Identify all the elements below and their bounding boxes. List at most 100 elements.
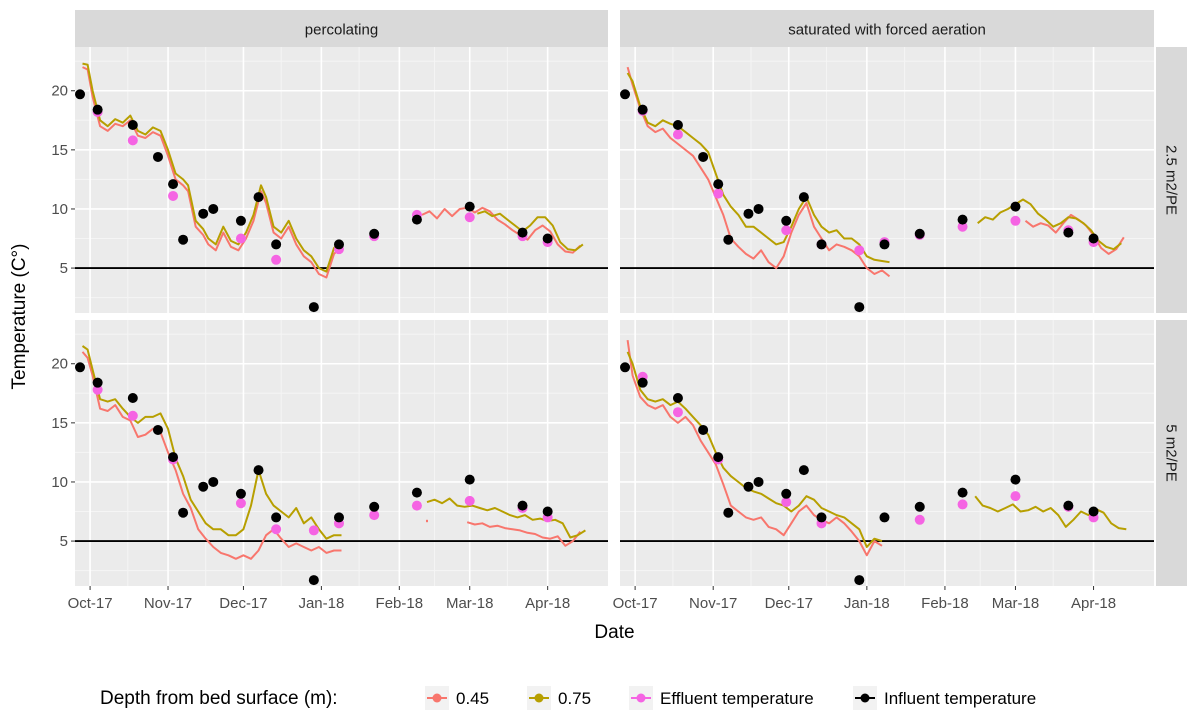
influent-point xyxy=(1088,233,1099,244)
y-tick-label: 10 xyxy=(51,474,68,491)
panel-0-1-data xyxy=(620,66,1154,313)
influent-point xyxy=(369,228,380,239)
effluent-point xyxy=(464,212,475,223)
influent-point xyxy=(411,487,422,498)
influent-point xyxy=(369,501,380,512)
effluent-point xyxy=(914,514,925,525)
influent-point xyxy=(957,214,968,225)
facet-label-col-1: saturated with forced aeration xyxy=(788,22,986,39)
influent-point xyxy=(253,192,264,203)
effluent-point xyxy=(854,245,865,256)
y-tick-label: 5 xyxy=(60,260,68,277)
influent-point xyxy=(879,239,890,250)
influent-point xyxy=(1063,500,1074,511)
influent-point xyxy=(308,575,319,586)
influent-point xyxy=(637,377,648,388)
influent-point xyxy=(713,452,724,463)
influent-point xyxy=(517,227,528,238)
influent-point xyxy=(1088,506,1099,517)
influent-point xyxy=(152,424,163,435)
effluent-point xyxy=(672,407,683,418)
influent-point xyxy=(208,203,219,214)
facet-label-col-0: percolating xyxy=(305,22,378,39)
legend-key-point xyxy=(432,693,442,703)
effluent-point xyxy=(957,221,968,232)
influent-point xyxy=(879,512,890,523)
influent-point xyxy=(798,465,809,476)
effluent-point xyxy=(235,498,246,509)
legend-entry-label: 0.75 xyxy=(558,689,591,708)
x-tick-label: Oct-17 xyxy=(613,595,658,612)
effluent-point xyxy=(235,233,246,244)
influent-point xyxy=(854,575,865,586)
influent-point xyxy=(781,215,792,226)
y-tick-label: 20 xyxy=(51,83,68,100)
influent-point xyxy=(914,228,925,239)
series-line-depth-075 xyxy=(974,495,1127,531)
effluent-point xyxy=(672,129,683,140)
effluent-point xyxy=(271,524,282,535)
influent-point xyxy=(1010,201,1021,212)
influent-point xyxy=(75,89,86,100)
series-line-depth-075 xyxy=(426,497,586,539)
facet-strip-col-1 xyxy=(620,10,1154,47)
facet-strip-col-0 xyxy=(75,10,608,47)
influent-point xyxy=(75,362,86,373)
influent-point xyxy=(253,465,264,476)
influent-point xyxy=(178,234,189,245)
influent-point xyxy=(517,500,528,511)
y-tick-label: 10 xyxy=(51,201,68,218)
panel-bg-1-1 xyxy=(620,320,1154,586)
effluent-point xyxy=(308,525,319,536)
x-tick-label: Dec-17 xyxy=(219,595,267,612)
effluent-point xyxy=(1010,491,1021,502)
influent-point xyxy=(198,481,209,492)
influent-point xyxy=(271,512,282,523)
series-line-depth-045 xyxy=(82,66,343,279)
x-tick-label: Nov-17 xyxy=(144,595,192,612)
effluent-point xyxy=(168,190,179,201)
influent-point xyxy=(753,476,764,487)
y-tick-label: 15 xyxy=(51,142,68,159)
influent-point xyxy=(637,104,648,115)
x-tick-label: Feb-18 xyxy=(921,595,969,612)
influent-point xyxy=(333,239,344,250)
panel-1-0-data xyxy=(75,345,608,586)
influent-point xyxy=(698,151,709,162)
x-tick-label: Mar-18 xyxy=(446,595,494,612)
influent-point xyxy=(713,179,724,190)
panel-0-0-data xyxy=(75,62,608,313)
effluent-point xyxy=(464,495,475,506)
influent-point xyxy=(698,424,709,435)
y-axis-title: Temperature (C°) xyxy=(9,244,30,390)
influent-point xyxy=(798,192,809,203)
x-tick-label: Oct-17 xyxy=(68,595,113,612)
legend-key-point xyxy=(534,693,544,703)
series-line-depth-045 xyxy=(626,66,891,278)
y-tick-label: 5 xyxy=(60,533,68,550)
effluent-point xyxy=(92,384,103,395)
influent-point xyxy=(198,208,209,219)
facet-strip-row-0 xyxy=(1156,47,1187,313)
x-tick-label: Dec-17 xyxy=(765,595,813,612)
influent-point xyxy=(854,302,865,313)
series-line-depth-045 xyxy=(626,339,883,557)
influent-point xyxy=(308,302,319,313)
y-tick-label: 20 xyxy=(51,356,68,373)
influent-point xyxy=(411,214,422,225)
series-line-depth-075 xyxy=(82,62,343,273)
series-line-depth-075 xyxy=(476,210,584,252)
influent-point xyxy=(271,239,282,250)
effluent-point xyxy=(127,410,138,421)
influent-point xyxy=(620,89,631,100)
effluent-point xyxy=(411,500,422,511)
legend-entry-label: Influent temperature xyxy=(884,689,1036,708)
panel-1-1-data xyxy=(620,339,1154,586)
influent-point xyxy=(152,151,163,162)
legend-title: Depth from bed surface (m): xyxy=(100,688,338,709)
x-tick-label: Apr-18 xyxy=(525,595,570,612)
x-tick-label: Jan-18 xyxy=(844,595,890,612)
influent-point xyxy=(914,501,925,512)
